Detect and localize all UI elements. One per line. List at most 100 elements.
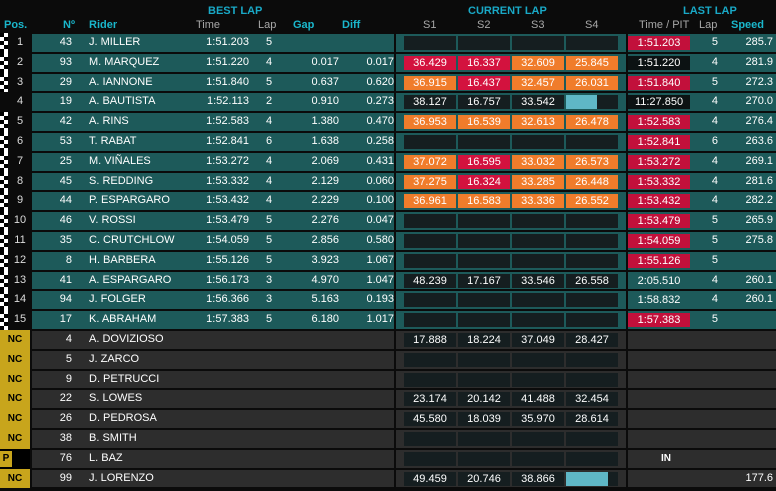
speed-value: 281.6 — [745, 174, 773, 187]
table-row[interactable]: NC 4 A. DOVIZIOSO 17.888 18.224 37.049 28.427 — [0, 329, 776, 350]
sector-4-time: 26.558 — [566, 273, 618, 288]
diff-value: 0.193 — [366, 293, 394, 306]
sector-1-time — [404, 431, 456, 446]
col-s1: S1 — [423, 19, 437, 31]
column-header: Pos. Nº Rider Time Lap Gap Diff S1 S2 S3… — [0, 18, 776, 33]
table-row[interactable]: NC 38 B. SMITH — [0, 428, 776, 449]
rider-number: 8 — [65, 253, 72, 266]
sector-1-time: 36.953 — [404, 115, 456, 130]
table-row[interactable]: 13 41 A. ESPARGARO 1:56.173 3 4.970 1.047 48.23… — [0, 270, 776, 291]
position-number: 13 — [13, 273, 27, 286]
table-row[interactable]: 10 46 V. ROSSI 1:53.479 5 2.276 0.047 1:53.479 5… — [0, 211, 776, 231]
current-lap-header: CURRENT LAP — [468, 5, 547, 17]
gap-value: 2.069 — [311, 154, 339, 167]
best-lap-number: 5 — [266, 36, 273, 48]
col-rider: Rider — [89, 19, 118, 31]
position-cell: NC — [0, 369, 30, 390]
diff-value: 0.580 — [366, 233, 394, 246]
position-number: 4 — [16, 95, 24, 108]
best-lap-time: 1:52.113 — [206, 95, 249, 108]
diff-value: 1.047 — [366, 273, 394, 286]
sector-3-time: 41.488 — [512, 392, 564, 407]
last-lap-number: 5 — [711, 36, 718, 48]
current-lap-section: 45.580 18.039 35.970 28.614 — [396, 410, 626, 428]
best-lap-number: 5 — [266, 253, 273, 266]
table-row[interactable]: 3 29 A. IANNONE 1:51.840 5 0.637 0.620 36.915 16… — [0, 72, 776, 93]
best-lap-time: 1:52.841 — [206, 134, 249, 147]
last-lap-time: 1:51.220 — [628, 55, 690, 70]
table-row[interactable]: 6 53 T. RABAT 1:52.841 6 1.638 0.258 1:52.841 6 2… — [0, 131, 776, 152]
sector-3-time: 33.336 — [512, 194, 564, 209]
rider-number: 17 — [59, 313, 72, 326]
best-lap-section: 5 J. ZARCO — [32, 350, 394, 369]
table-row[interactable]: NC 99 J. LORENZO 49.459 20.746 38.866 177.6 — [0, 468, 776, 489]
current-lap-section: 37.072 16.595 33.032 26.573 — [396, 152, 626, 171]
last-lap-section: 1:51.220 4 281.9 — [628, 53, 776, 72]
table-row[interactable]: 4 19 A. BAUTISTA 1:52.113 2 0.910 0.273 38.127 1… — [0, 92, 776, 112]
position-cell: 10 — [0, 211, 30, 231]
last-lap-time — [628, 472, 690, 486]
last-lap-section — [628, 350, 776, 369]
speed-value: 263.6 — [745, 134, 773, 147]
best-lap-time: 1:54.059 — [206, 233, 249, 246]
table-row[interactable]: 2 93 M. MARQUEZ 1:51.220 4 0.017 0.017 36.429 16… — [0, 52, 776, 73]
table-row[interactable]: NC 26 D. PEDROSA 45.580 18.039 35.970 28.614 — [0, 409, 776, 429]
best-lap-time: 1:51.220 — [206, 55, 249, 68]
gap-value: 1.380 — [311, 115, 339, 128]
sector-2-time — [458, 451, 510, 466]
best-lap-number: 5 — [266, 233, 273, 246]
speed-value: 260.1 — [745, 293, 773, 306]
table-row[interactable]: 8 45 S. REDDING 1:53.332 4 2.129 0.060 37.275 16… — [0, 171, 776, 192]
sector-2-time — [458, 214, 510, 229]
table-row[interactable]: P 76 L. BAZ IN — [0, 448, 776, 469]
sector-1-time: 17.888 — [404, 332, 456, 347]
col-last-lap: Lap — [699, 19, 718, 31]
best-lap-time: 1:55.126 — [206, 253, 249, 266]
rider-name: B. SMITH — [89, 431, 137, 444]
table-row[interactable]: 12 8 H. BARBERA 1:55.126 5 3.923 1.067 1:55.126… — [0, 250, 776, 271]
best-lap-time: 1:53.432 — [206, 194, 249, 207]
current-lap-section — [396, 429, 626, 448]
col-pos: Pos. — [4, 19, 28, 31]
table-row[interactable]: NC 22 S. LOWES 23.174 20.142 41.488 32.454 — [0, 389, 776, 410]
rider-number: 53 — [59, 134, 72, 147]
last-lap-section: 11:27.850 4 270.0 — [628, 93, 776, 112]
results-table: 1 43 J. MILLER 1:51.203 5 1:51.203 5 285.7 2 93 M.… — [0, 33, 776, 489]
table-row[interactable]: 14 94 J. FOLGER 1:56.366 3 5.163 0.193 1:58.832… — [0, 290, 776, 311]
diff-value: 1.017 — [366, 313, 394, 326]
last-lap-time — [628, 353, 690, 367]
table-row[interactable]: 5 42 A. RINS 1:52.583 4 1.380 0.470 36.953 16.53… — [0, 112, 776, 132]
position-number: 10 — [13, 214, 27, 227]
last-lap-number: 4 — [711, 293, 718, 306]
table-row[interactable]: 1 43 J. MILLER 1:51.203 5 1:51.203 5 285.7 — [0, 33, 776, 53]
best-lap-time: 1:56.173 — [206, 273, 249, 286]
table-row[interactable]: 15 17 K. ABRAHAM 1:57.383 5 6.180 1.017 1:57.38… — [0, 310, 776, 330]
last-lap-time: 1:52.583 — [628, 115, 690, 130]
sector-3-time: 38.866 — [512, 471, 564, 486]
table-row[interactable]: 7 25 M. VIÑALES 1:53.272 4 2.069 0.431 37.072 16… — [0, 151, 776, 172]
table-row[interactable]: 9 44 P. ESPARGARO 1:53.432 4 2.229 0.100 36.961… — [0, 191, 776, 212]
sector-3-time: 37.049 — [512, 332, 564, 347]
sector-3-time — [512, 431, 564, 446]
sector-2-time: 16.583 — [458, 194, 510, 209]
rider-name: J. ZARCO — [89, 352, 140, 365]
last-lap-number: 5 — [711, 214, 718, 227]
gap-value: 4.970 — [311, 273, 339, 286]
sector-4-time: 32.454 — [566, 392, 618, 407]
table-row[interactable]: NC 9 D. PETRUCCI — [0, 369, 776, 390]
checkered-flag-icon — [0, 112, 8, 132]
best-lap-number: 4 — [266, 154, 273, 167]
current-lap-section: 49.459 20.746 38.866 — [396, 469, 626, 488]
checkered-flag-icon — [0, 151, 8, 172]
best-lap-section: 26 D. PEDROSA — [32, 410, 394, 428]
sector-1-time: 49.459 — [404, 471, 456, 486]
nc-badge: NC — [7, 432, 23, 444]
speed-value: 282.2 — [745, 194, 773, 207]
table-row[interactable]: 11 35 C. CRUTCHLOW 1:54.059 5 2.856 0.580 1:54.… — [0, 230, 776, 251]
table-row[interactable]: NC 5 J. ZARCO — [0, 349, 776, 370]
gap-value: 2.276 — [311, 214, 339, 227]
diff-value: 0.017 — [366, 55, 394, 68]
sector-1-time — [404, 253, 456, 268]
current-lap-section — [396, 449, 626, 468]
sector-2-time — [458, 134, 510, 149]
